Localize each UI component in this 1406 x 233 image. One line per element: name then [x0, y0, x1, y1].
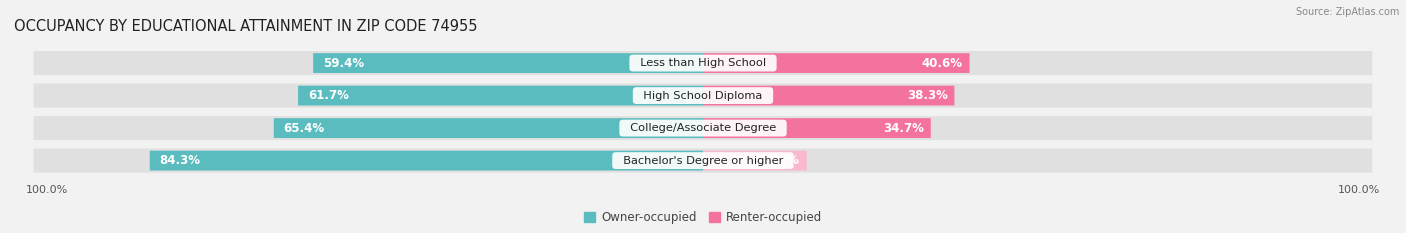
Text: Source: ZipAtlas.com: Source: ZipAtlas.com — [1295, 7, 1399, 17]
Legend: Owner-occupied, Renter-occupied: Owner-occupied, Renter-occupied — [579, 206, 827, 229]
Text: 38.3%: 38.3% — [907, 89, 948, 102]
Text: 59.4%: 59.4% — [323, 57, 364, 70]
Text: Bachelor's Degree or higher: Bachelor's Degree or higher — [616, 156, 790, 166]
Text: High School Diploma: High School Diploma — [637, 91, 769, 101]
Text: College/Associate Degree: College/Associate Degree — [623, 123, 783, 133]
FancyBboxPatch shape — [314, 53, 703, 73]
FancyBboxPatch shape — [703, 86, 955, 106]
FancyBboxPatch shape — [34, 116, 1372, 140]
Text: 65.4%: 65.4% — [284, 122, 325, 135]
Text: OCCUPANCY BY EDUCATIONAL ATTAINMENT IN ZIP CODE 74955: OCCUPANCY BY EDUCATIONAL ATTAINMENT IN Z… — [14, 19, 478, 34]
Text: 15.8%: 15.8% — [759, 154, 800, 167]
FancyBboxPatch shape — [298, 86, 703, 106]
Text: 84.3%: 84.3% — [160, 154, 201, 167]
FancyBboxPatch shape — [703, 53, 970, 73]
Text: Less than High School: Less than High School — [633, 58, 773, 68]
FancyBboxPatch shape — [703, 151, 807, 171]
FancyBboxPatch shape — [34, 84, 1372, 108]
Text: 61.7%: 61.7% — [308, 89, 349, 102]
FancyBboxPatch shape — [703, 118, 931, 138]
FancyBboxPatch shape — [34, 149, 1372, 173]
FancyBboxPatch shape — [150, 151, 703, 171]
FancyBboxPatch shape — [274, 118, 703, 138]
FancyBboxPatch shape — [34, 51, 1372, 75]
Text: 40.6%: 40.6% — [922, 57, 963, 70]
Text: 34.7%: 34.7% — [883, 122, 924, 135]
